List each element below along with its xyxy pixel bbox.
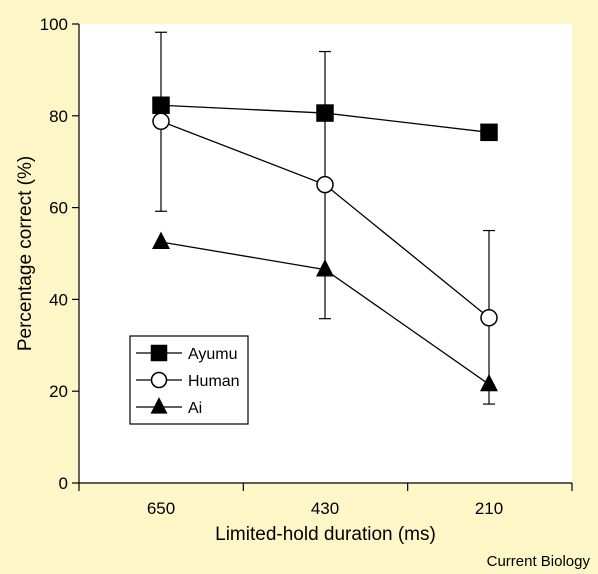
data-point-ayumu [480, 123, 498, 142]
data-point-human [316, 175, 334, 194]
legend-label-ai: Ai [188, 400, 202, 417]
x-tick-label: 430 [311, 499, 339, 518]
x-axis-title: Limited-hold duration (ms) [215, 524, 436, 545]
data-point-human [480, 309, 498, 327]
data-point-ayumu [152, 96, 170, 114]
data-point-ai [152, 231, 170, 250]
y-tick-label: 100 [40, 15, 68, 34]
data-point-ai [480, 373, 498, 392]
y-tick-label: 20 [49, 382, 68, 401]
legend-label-human: Human [188, 373, 240, 390]
y-tick-label: 0 [59, 474, 68, 493]
y-axis-title: Percentage correct (%) [15, 156, 36, 351]
data-point-human [152, 112, 170, 131]
y-tick-label: 80 [49, 107, 68, 126]
data-point-ai [316, 259, 334, 277]
y-tick-label: 60 [49, 199, 68, 218]
legend-marker-ayumu [150, 344, 168, 362]
legend-marker-ai [150, 397, 168, 414]
data-point-ayumu [316, 104, 334, 122]
journal-credit: Current Biology [486, 553, 590, 570]
legend-marker-human [150, 371, 168, 389]
legend-label-ayumu: Ayumu [188, 346, 238, 363]
x-tick-label: 210 [475, 499, 503, 518]
x-tick-label: 650 [147, 499, 175, 518]
y-tick-label: 40 [49, 290, 68, 309]
